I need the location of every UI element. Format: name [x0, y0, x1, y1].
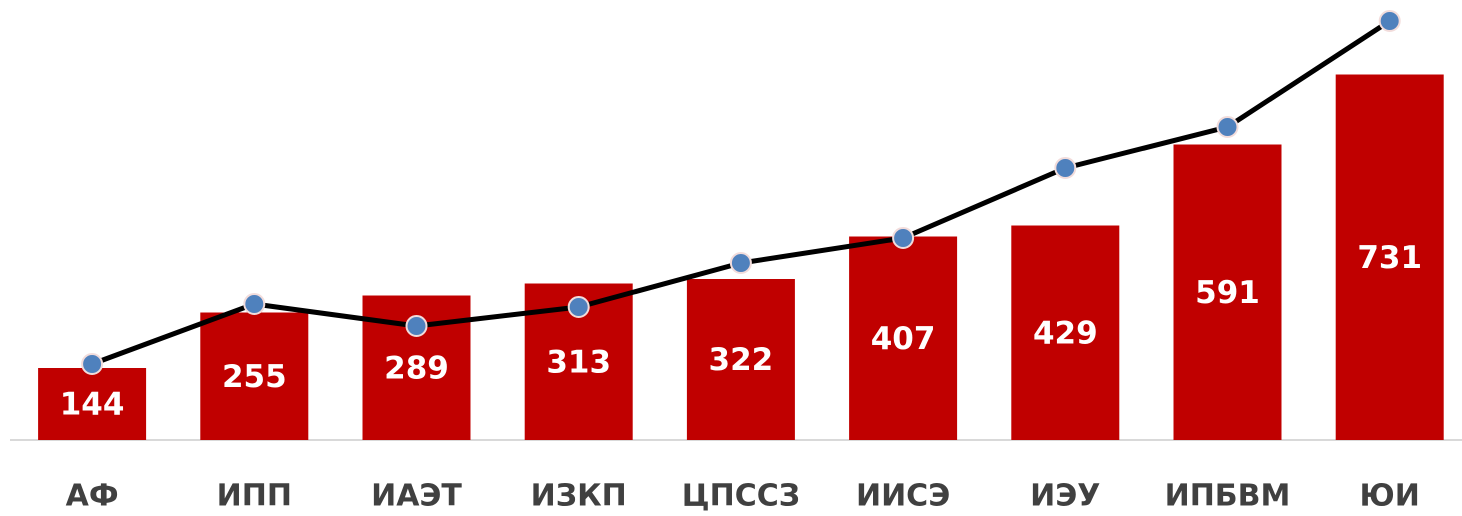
bar — [1173, 144, 1282, 440]
x-tick-label: ЦПССЗ — [682, 479, 800, 514]
bar — [686, 279, 795, 440]
bar — [1011, 225, 1120, 440]
data-label: 429 — [1033, 315, 1098, 351]
x-tick-label: ИЗКП — [531, 479, 627, 514]
line-marker — [729, 252, 752, 274]
x-tick-label: ИПБВМ — [1165, 479, 1291, 514]
x-tick-label: ИИСЭ — [856, 479, 950, 514]
bar — [849, 236, 958, 440]
line-marker — [1054, 157, 1077, 179]
data-label: 144 — [60, 387, 125, 423]
line-marker — [567, 296, 590, 318]
line-marker — [1378, 10, 1401, 32]
bar — [200, 312, 309, 440]
line-marker — [243, 293, 266, 315]
x-tick-label: ИЭУ — [1030, 479, 1100, 514]
line-marker — [405, 315, 428, 337]
data-label: 313 — [546, 344, 611, 380]
data-label: 255 — [222, 359, 287, 395]
data-label: 591 — [1195, 275, 1260, 311]
line-marker — [81, 353, 104, 375]
x-tick-label: ЮИ — [1360, 479, 1420, 514]
line-marker — [892, 227, 915, 249]
bar — [38, 368, 147, 440]
x-tick-label: АФ — [66, 479, 119, 514]
line-marker — [1216, 116, 1239, 138]
data-label: 407 — [871, 321, 936, 357]
data-label: 731 — [1357, 240, 1422, 276]
x-tick-label: ИПП — [217, 479, 292, 514]
data-label: 322 — [709, 342, 774, 378]
bar — [1335, 74, 1444, 440]
data-label: 289 — [384, 350, 449, 386]
x-tick-label: ИАЭТ — [371, 479, 462, 514]
